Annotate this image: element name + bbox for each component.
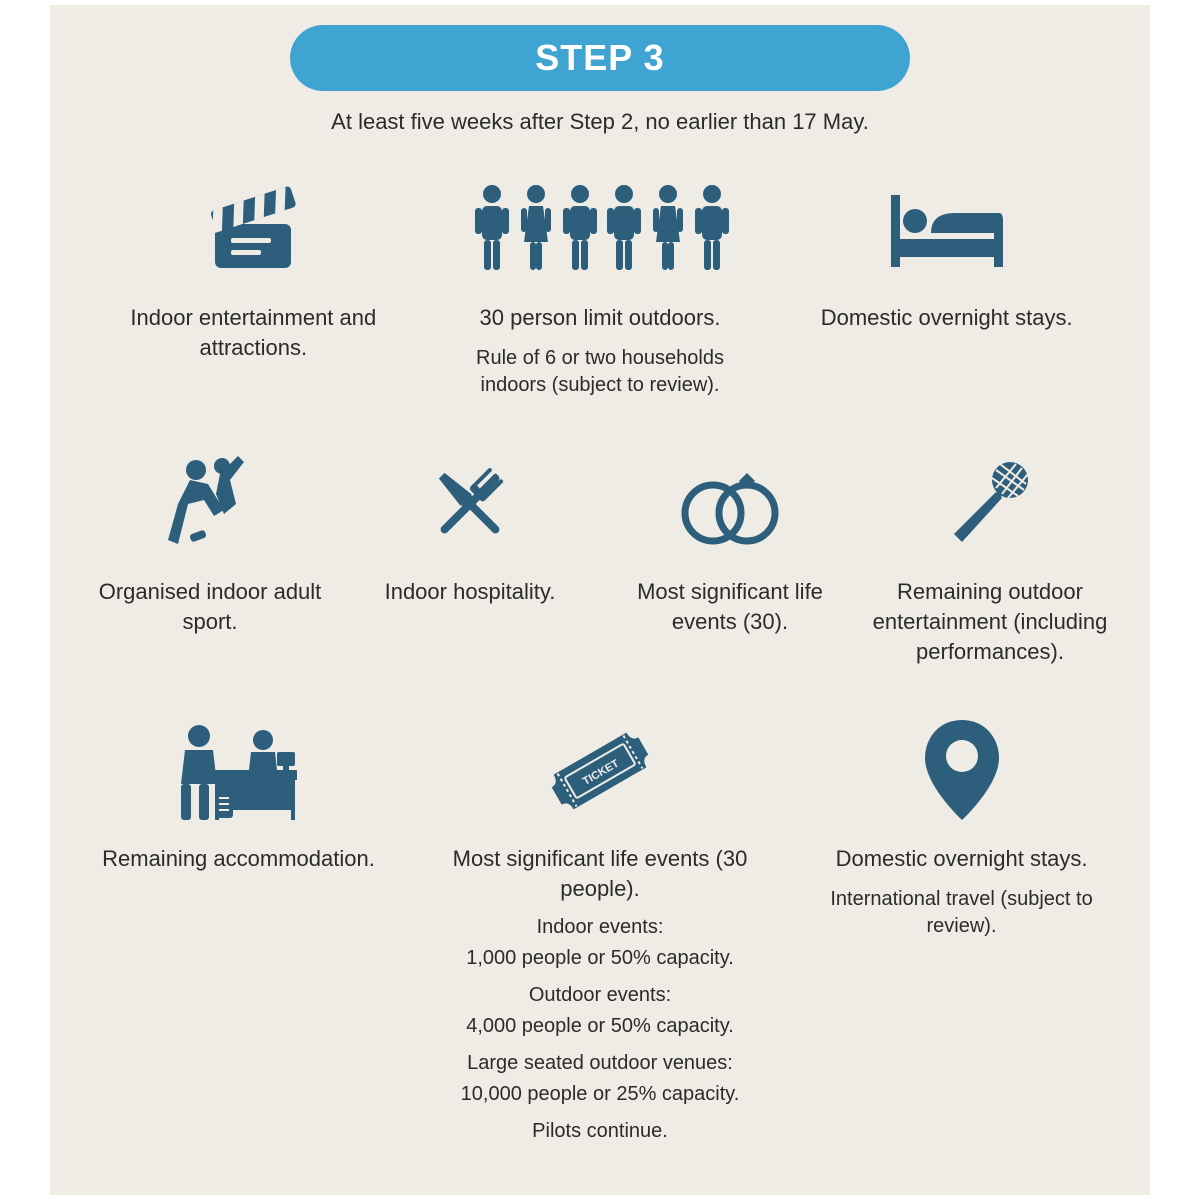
label: Remaining accommodation. (102, 844, 375, 874)
item-events: TICKET Most significant life events (30 … (407, 716, 793, 1144)
label-l4: Outdoor events: (529, 982, 671, 1009)
item-people-limit: 30 person limit outdoors. Rule of 6 or t… (437, 175, 764, 399)
label-l7: 10,000 people or 25% capacity. (461, 1081, 740, 1108)
infographic-card: STEP 3 At least five weeks after Step 2,… (50, 5, 1150, 1194)
label: Indoor entertainment and attractions. (123, 303, 383, 362)
location-pin-icon (917, 716, 1007, 826)
row-3: Remaining accommodation. TICKET Mos (90, 716, 1110, 1144)
label: Remaining outdoor entertainment (includi… (870, 577, 1110, 666)
item-travel: Domestic overnight stays. International … (813, 716, 1110, 1144)
label-l8: Pilots continue. (532, 1118, 668, 1145)
ticket-icon: TICKET (540, 716, 660, 826)
clapperboard-icon (203, 175, 303, 285)
label-l2: Indoor events: (537, 914, 664, 941)
label-l2: International travel (subject to review)… (813, 886, 1110, 940)
label: Organised indoor adult sport. (90, 577, 330, 636)
row-1: Indoor entertainment and attractions. (90, 175, 1110, 399)
row-2: Organised indoor adult sport. (90, 449, 1110, 666)
rings-icon (675, 449, 785, 559)
label-line2: Rule of 6 or two households indoors (sub… (450, 345, 750, 399)
item-accommodation: Remaining accommodation. (90, 716, 387, 1144)
step-badge: STEP 3 (290, 25, 910, 91)
item-hospitality: Indoor hospitality. (350, 449, 590, 666)
label-l1: Domestic overnight stays. (836, 844, 1088, 874)
label-l6: Large seated outdoor venues: (467, 1050, 733, 1077)
sport-icon (160, 449, 260, 559)
label: Most significant life events (30). (610, 577, 850, 636)
label: Indoor hospitality. (385, 577, 556, 607)
label-l1: Most significant life events (30 people)… (430, 844, 770, 903)
label: Domestic overnight stays. (821, 303, 1073, 333)
fork-knife-icon (420, 449, 520, 559)
bed-icon (887, 175, 1007, 285)
label-line1: 30 person limit outdoors. (480, 303, 721, 333)
item-overnight: Domestic overnight stays. (783, 175, 1110, 399)
microphone-icon (940, 449, 1040, 559)
item-outdoor-entertainment: Remaining outdoor entertainment (includi… (870, 449, 1110, 666)
label-l3: 1,000 people or 50% capacity. (466, 945, 734, 972)
label-l5: 4,000 people or 50% capacity. (466, 1013, 734, 1040)
subtitle: At least five weeks after Step 2, no ear… (90, 109, 1110, 135)
item-entertainment: Indoor entertainment and attractions. (90, 175, 417, 399)
hotel-desk-icon (173, 716, 303, 826)
item-sport: Organised indoor adult sport. (90, 449, 330, 666)
people-icon (470, 175, 730, 285)
item-lifeevents: Most significant life events (30). (610, 449, 850, 666)
